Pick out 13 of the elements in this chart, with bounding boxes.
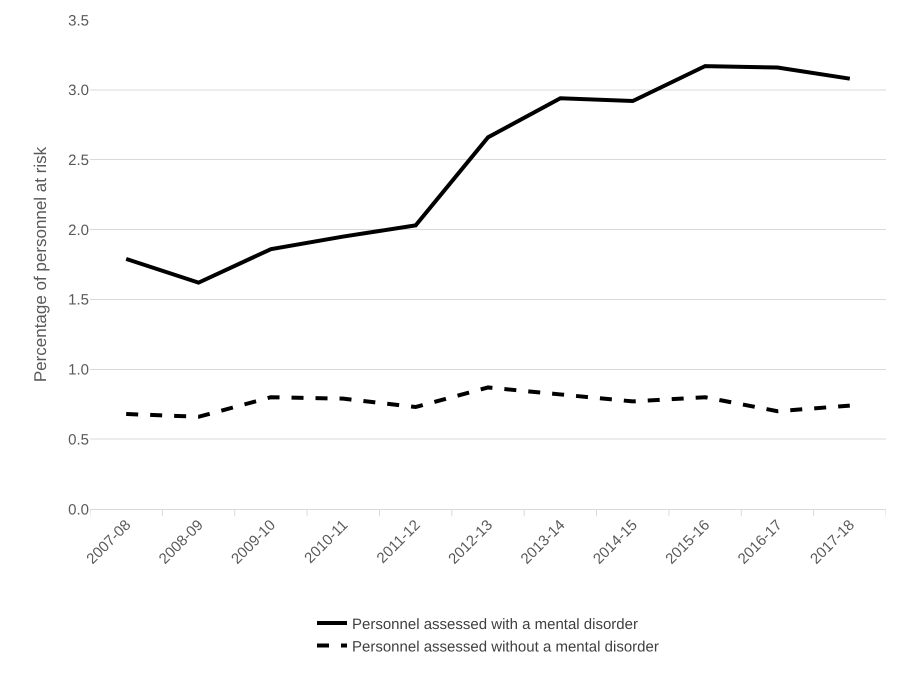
legend-label: Personnel assessed without a mental disorder bbox=[352, 638, 659, 656]
y-tick-label: 1.0 bbox=[68, 362, 89, 379]
y-tick-label: 0.5 bbox=[68, 431, 89, 448]
y-tick-label: 1.5 bbox=[68, 292, 89, 309]
y-tick-label: 2.5 bbox=[68, 152, 89, 169]
line-series bbox=[124, 385, 852, 419]
y-tick-label: 0.0 bbox=[68, 501, 89, 518]
y-tick-label: 3.5 bbox=[68, 12, 89, 30]
y-tick-label: 3.0 bbox=[68, 82, 89, 100]
legend-label: Personnel assessed with a mental disorder bbox=[352, 616, 638, 633]
y-axis-title: Percentage of personnel at risk bbox=[31, 146, 50, 382]
y-tick-label: 2.0 bbox=[68, 222, 89, 239]
line-series bbox=[124, 64, 852, 285]
